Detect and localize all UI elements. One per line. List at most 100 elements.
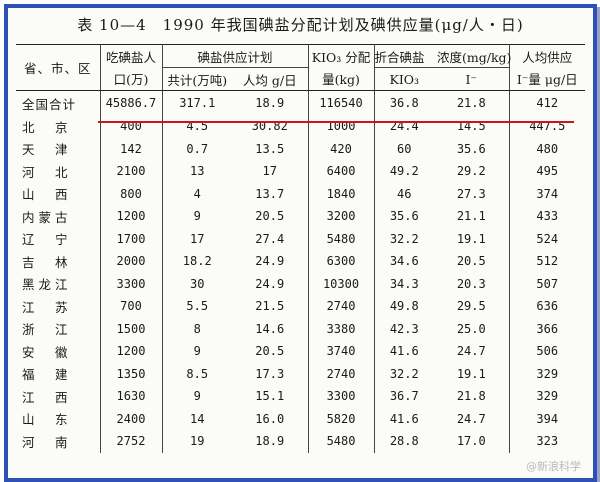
cell-supply: 323 bbox=[536, 434, 559, 449]
header-supply-line1: 人均供应 bbox=[509, 44, 586, 68]
cell-plan-total: 14 bbox=[190, 411, 205, 426]
cell-kio3-amount: 1000 bbox=[308, 115, 375, 138]
table-row: 北 京 400 4.5 30.82 1000 24.4 14.5 447.5 bbox=[16, 115, 585, 138]
header-region: 省、市、区 bbox=[16, 44, 101, 91]
cell-region: 内蒙古 bbox=[16, 205, 101, 228]
cell-plan-total: 18.2 bbox=[182, 254, 212, 269]
cell-supply: 433 bbox=[536, 209, 559, 224]
cell-conc-kio3: 32.2 bbox=[389, 231, 419, 246]
cell-region: 山 东 bbox=[16, 407, 101, 430]
cell-supply: 374 bbox=[536, 186, 559, 201]
cell-region: 浙 江 bbox=[16, 317, 101, 340]
cell-conc-kio3: 41.6 bbox=[389, 344, 419, 359]
cell-conc-i: 24.7 bbox=[434, 340, 510, 363]
cell-conc-kio3: 49.2 bbox=[389, 164, 419, 179]
table-title: 表 10—4 1990 年我国碘盐分配计划及碘供应量(μg/人・日) bbox=[77, 16, 524, 34]
cell-conc-i: 25.0 bbox=[434, 317, 510, 340]
cell-plan-total: 0.7 bbox=[186, 141, 209, 156]
cell-region: 河 南 bbox=[16, 430, 101, 453]
cell-region: 江 西 bbox=[16, 385, 101, 408]
table-row: 福 建 1350 8.5 17.3 2740 32.2 19.1 329 bbox=[16, 362, 585, 385]
cell-supply: 329 bbox=[536, 366, 559, 381]
header-supply-line2: I⁻量 μg/日 bbox=[509, 67, 586, 91]
cell-kio3-amount: 2740 bbox=[308, 295, 375, 318]
cell-supply: 447.5 bbox=[529, 119, 566, 134]
cell-region: 福 建 bbox=[16, 362, 101, 385]
header-plan-group: 碘盐供应计划 bbox=[162, 44, 309, 68]
cell-supply: 480 bbox=[536, 141, 559, 156]
cell-kio3-amount: 3740 bbox=[308, 340, 375, 363]
cell-plan-total: 9 bbox=[193, 344, 201, 359]
cell-population: 800 bbox=[100, 182, 163, 205]
cell-plan-per-person: 18.9 bbox=[232, 430, 309, 453]
red-underline-mark bbox=[98, 121, 574, 123]
header-plan-per-person: 人均 g/日 bbox=[232, 67, 309, 91]
cell-region: 辽 宁 bbox=[16, 227, 101, 250]
table-row: 河 南 2752 19 18.9 5480 28.8 17.0 323 bbox=[16, 430, 585, 453]
cell-region: 安 徽 bbox=[16, 340, 101, 363]
cell-plan-total: 19 bbox=[190, 434, 205, 449]
cell-plan-total: 5.5 bbox=[186, 299, 209, 314]
cell-region: 江 苏 bbox=[16, 295, 101, 318]
cell-kio3-amount: 116540 bbox=[308, 90, 375, 115]
cell-conc-i: 35.6 bbox=[434, 137, 510, 160]
cell-conc-i: 21.8 bbox=[434, 90, 510, 115]
table-row: 江 苏 700 5.5 21.5 2740 49.8 29.5 636 bbox=[16, 295, 585, 318]
cell-plan-total: 17 bbox=[190, 231, 205, 246]
header-pop-line1: 吃碘盐人 bbox=[100, 44, 163, 68]
cell-population: 1200 bbox=[100, 205, 163, 228]
cell-region: 全国合计 bbox=[16, 90, 101, 115]
cell-plan-per-person: 30.82 bbox=[232, 115, 309, 138]
cell-kio3-amount: 2740 bbox=[308, 362, 375, 385]
watermark: @新浪科学 bbox=[526, 460, 581, 473]
cell-plan-per-person: 17 bbox=[232, 160, 309, 183]
cell-population: 1630 bbox=[100, 385, 163, 408]
cell-conc-i: 21.1 bbox=[434, 205, 510, 228]
cell-plan-total: 317.1 bbox=[179, 96, 216, 110]
cell-population: 2752 bbox=[100, 430, 163, 453]
cell-supply: 366 bbox=[536, 321, 559, 336]
cell-conc-i: 17.0 bbox=[434, 430, 510, 453]
cell-supply: 329 bbox=[536, 389, 559, 404]
table-row: 河 北 2100 13 17 6400 49.2 29.2 495 bbox=[16, 160, 585, 183]
header-pop-line2: 口(万) bbox=[100, 67, 163, 91]
cell-conc-kio3: 60 bbox=[397, 141, 412, 156]
cell-population: 142 bbox=[100, 137, 163, 160]
cell-conc-kio3: 24.4 bbox=[389, 119, 419, 134]
cell-supply: 636 bbox=[536, 299, 559, 314]
cell-conc-i: 19.1 bbox=[434, 227, 510, 250]
cell-population: 1350 bbox=[100, 362, 163, 385]
cell-conc-i: 20.5 bbox=[434, 250, 510, 273]
cell-kio3-amount: 3200 bbox=[308, 205, 375, 228]
cell-region: 山 西 bbox=[16, 182, 101, 205]
cell-plan-total: 30 bbox=[190, 276, 205, 291]
cell-conc-i: 21.8 bbox=[434, 385, 510, 408]
table-row: 内蒙古 1200 9 20.5 3200 35.6 21.1 433 bbox=[16, 205, 585, 228]
cell-conc-kio3: 46 bbox=[397, 186, 412, 201]
cell-kio3-amount: 6300 bbox=[308, 250, 375, 273]
cell-plan-total: 4 bbox=[193, 186, 201, 201]
cell-conc-i: 14.5 bbox=[434, 115, 510, 138]
header-kio3-line2: 量(kg) bbox=[308, 67, 375, 91]
cell-kio3-amount: 10300 bbox=[308, 272, 375, 295]
cell-region: 河 北 bbox=[16, 160, 101, 183]
cell-plan-per-person: 18.9 bbox=[232, 90, 309, 115]
cell-region: 黑龙江 bbox=[16, 272, 101, 295]
cell-population: 1500 bbox=[100, 317, 163, 340]
cell-kio3-amount: 1840 bbox=[308, 182, 375, 205]
cell-plan-per-person: 13.7 bbox=[232, 182, 309, 205]
cell-plan-per-person: 13.5 bbox=[232, 137, 309, 160]
cell-population: 2400 bbox=[100, 407, 163, 430]
cell-plan-per-person: 16.0 bbox=[232, 407, 309, 430]
cell-population: 700 bbox=[100, 295, 163, 318]
cell-conc-kio3: 36.7 bbox=[389, 389, 419, 404]
cell-plan-per-person: 20.5 bbox=[232, 340, 309, 363]
header-row-1: 省、市、区 吃碘盐人 碘盐供应计划 KIO₃ 分配 折合碘盐 浓度(mg/kg)… bbox=[16, 44, 586, 91]
cell-conc-kio3: 28.8 bbox=[389, 434, 419, 449]
cell-supply: 394 bbox=[536, 411, 559, 426]
table-row: 辽 宁 1700 17 27.4 5480 32.2 19.1 524 bbox=[16, 227, 585, 250]
header-kio3-line1: KIO₃ 分配 bbox=[308, 44, 375, 68]
cell-conc-i: 29.5 bbox=[434, 295, 510, 318]
cell-kio3-amount: 3300 bbox=[308, 385, 375, 408]
cell-population: 400 bbox=[100, 115, 163, 138]
